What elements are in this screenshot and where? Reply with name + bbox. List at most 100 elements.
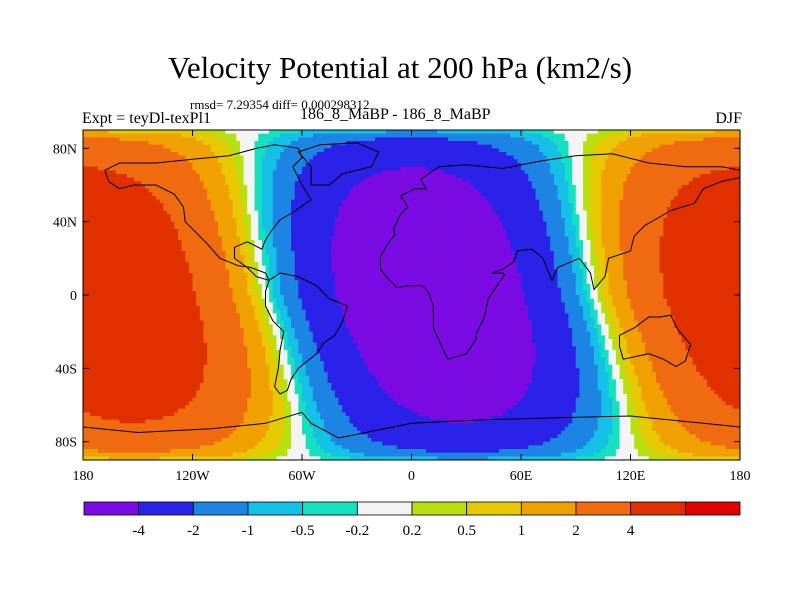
field-cell <box>93 210 99 215</box>
field-cell <box>458 207 464 212</box>
field-cell <box>707 155 712 160</box>
field-cell <box>437 130 442 135</box>
field-cell <box>400 174 405 179</box>
field-cell <box>364 152 369 157</box>
field-cell <box>513 199 518 204</box>
field-cell <box>415 155 420 160</box>
field-cell <box>546 170 551 175</box>
field-cell <box>159 214 164 219</box>
field-cell <box>429 196 434 201</box>
field-cell <box>210 130 215 135</box>
field-cell <box>185 170 190 175</box>
field-cell <box>429 170 434 175</box>
field-cell <box>714 155 719 160</box>
field-cell <box>495 188 500 193</box>
field-cell <box>458 188 464 193</box>
field-cell <box>608 170 613 175</box>
field-cell <box>725 174 730 179</box>
field-cell <box>539 221 544 226</box>
field-cell <box>630 166 635 171</box>
field-cell <box>725 207 730 212</box>
field-cell <box>652 188 657 193</box>
field-cell <box>531 159 537 164</box>
field-cell <box>729 210 734 215</box>
field-cell <box>137 177 142 182</box>
field-cell <box>539 218 544 223</box>
field-cell <box>411 214 416 219</box>
field-cell <box>221 207 226 212</box>
field-cell <box>626 148 632 153</box>
field-cell <box>214 188 219 193</box>
field-cell <box>575 130 580 135</box>
field-cell <box>83 144 88 149</box>
field-cell <box>360 214 365 219</box>
field-cell <box>353 207 358 212</box>
field-cell <box>291 166 296 171</box>
field-cell <box>210 225 215 230</box>
field-cell <box>123 163 128 168</box>
field-cell <box>659 203 664 208</box>
field-cell <box>473 137 478 142</box>
field-cell <box>389 181 394 186</box>
field-cell <box>448 221 453 226</box>
field-cell <box>663 199 668 204</box>
field-cell <box>298 199 303 204</box>
field-cell <box>433 192 438 197</box>
field-cell <box>404 141 409 146</box>
field-cell <box>444 229 449 234</box>
field-cell <box>703 166 708 171</box>
field-cell <box>524 225 529 230</box>
field-cell <box>287 221 292 226</box>
field-cell <box>407 225 413 230</box>
field-cell <box>239 203 245 208</box>
field-cell <box>721 155 726 160</box>
field-cell <box>561 170 566 175</box>
field-cell <box>280 199 285 204</box>
field-cell <box>364 166 369 171</box>
field-cell <box>685 181 690 186</box>
field-cell <box>177 221 183 226</box>
field-cell <box>688 141 694 146</box>
field-cell <box>572 192 577 197</box>
field-cell <box>692 221 697 226</box>
field-cell <box>174 210 179 215</box>
field-cell <box>261 166 267 171</box>
field-cell <box>258 181 263 186</box>
field-cell <box>415 214 420 219</box>
field-cell <box>491 177 497 182</box>
field-cell <box>557 130 562 135</box>
field-cell <box>641 196 646 201</box>
field-cell <box>364 192 369 197</box>
field-cell <box>677 181 683 186</box>
field-cell <box>714 137 719 142</box>
field-cell <box>214 174 219 179</box>
field-cell <box>276 137 281 142</box>
field-cell <box>203 159 208 164</box>
field-cell <box>590 163 595 168</box>
field-cell <box>466 196 471 201</box>
field-cell <box>134 196 139 201</box>
field-cell <box>491 225 497 230</box>
field-cell <box>181 144 186 149</box>
field-cell <box>258 203 263 208</box>
field-cell <box>477 185 482 190</box>
field-cell <box>699 133 705 138</box>
field-cell <box>236 203 241 208</box>
field-cell <box>389 130 394 135</box>
field-cell <box>294 177 299 182</box>
field-cell <box>539 229 544 234</box>
field-cell <box>185 192 190 197</box>
field-cell <box>583 199 588 204</box>
field-cell <box>407 141 413 146</box>
field-cell <box>104 221 110 226</box>
field-cell <box>221 152 226 157</box>
field-cell <box>619 163 624 168</box>
field-cell <box>458 181 464 186</box>
field-cell <box>367 144 372 149</box>
field-cell <box>667 199 672 204</box>
field-cell <box>349 152 354 157</box>
field-cell <box>641 181 646 186</box>
field-cell <box>433 159 438 164</box>
field-cell <box>455 188 460 193</box>
field-cell <box>203 148 208 153</box>
